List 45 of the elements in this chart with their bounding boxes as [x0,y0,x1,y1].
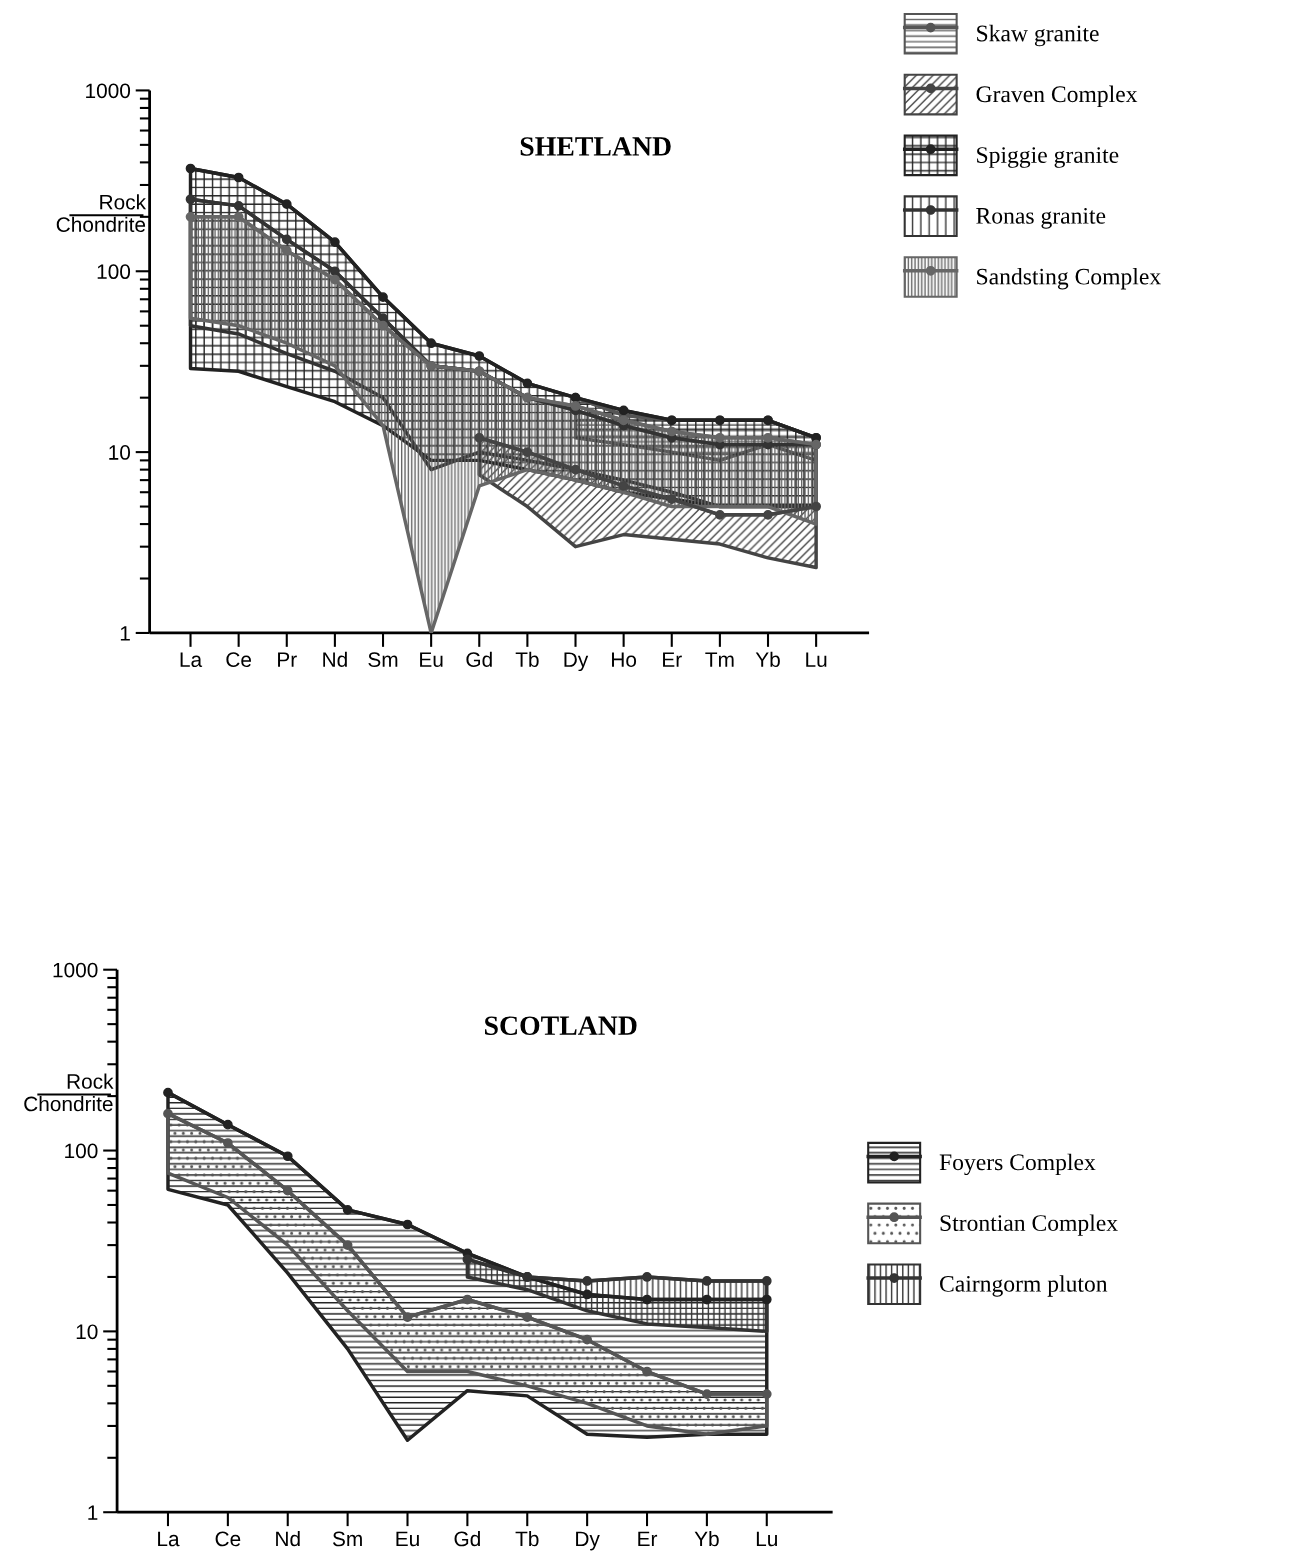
x-tick-label: Yb [755,651,780,668]
x-tick-label: Yb [694,1530,719,1547]
y-tick-label: 10 [76,1324,98,1340]
x-tick-label: Dy [564,652,589,672]
x-tick-label: La [158,1531,180,1547]
x-tick-label: La [180,652,203,668]
x-tick-label: Sm [368,652,398,668]
x-tick-label: Nd [323,651,347,668]
x-tick-label: Dy [576,1531,600,1551]
x-tick-label: Er [663,652,682,667]
y-tick-label: 1 [120,626,130,641]
y-tick-label: 1000 [86,83,131,99]
y-axis-title: Rock Chondrite [56,194,147,233]
y-tick-label: 100 [97,264,131,280]
x-tick-label: Pr [278,652,297,667]
legend-label: Foyers Complex [939,1153,1096,1176]
x-tick-label: Gd [454,1530,480,1547]
y-tick-label: 100 [65,1143,98,1159]
y-tick-label: 1 [88,1505,98,1520]
x-tick-label: Lu [806,652,827,668]
legend-label: Spiggie granite [977,147,1119,168]
legend-label: Skaw granite [977,24,1099,47]
x-tick-label: Tm [705,652,734,667]
x-tick-label: Ce [226,652,252,668]
x-tick-label: Lu [756,1531,777,1547]
text: SHETLAND [520,137,671,156]
legend-label: Cairngorm pluton [940,1275,1108,1297]
y-axis-title: Rock Chondrite [24,1073,114,1112]
y-tick-label: 1000 [53,962,98,978]
x-tick-label: Ce [215,1531,241,1547]
legend-label: Strontian Complex [940,1214,1118,1236]
x-tick-label: Eu [396,1531,419,1547]
x-tick-label: Gd [466,651,492,668]
legend-label: Sandsting Complex [977,267,1161,290]
x-tick-label: Tb [515,1530,539,1547]
x-tick-label: Nd [276,1530,300,1547]
text: SCOTLAND [485,1016,637,1036]
x-tick-label: Eu [420,652,443,668]
x-tick-label: Ho [612,652,637,668]
legend-label: Graven Complex [976,85,1138,107]
x-tick-label: Tb [515,651,539,668]
x-tick-label: Sm [332,1531,362,1547]
x-tick-label: Er [638,1531,658,1547]
legend-label: Ronas granite [976,207,1106,229]
y-tick-label: 10 [109,445,131,460]
